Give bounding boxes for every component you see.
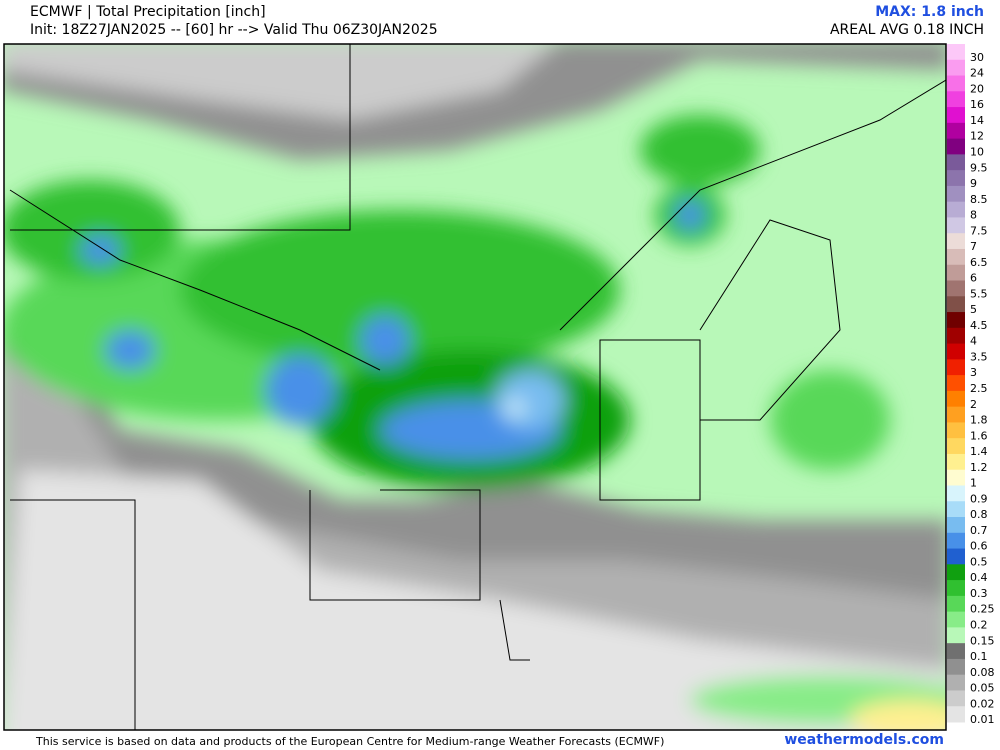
colorbar-label: 4 [970,335,977,348]
colorbar-label: 14 [970,114,984,127]
colorbar-swatch [947,107,965,124]
colorbar-label: 9.5 [970,161,988,174]
colorbar-swatch [947,91,965,108]
colorbar-label: 8 [970,209,977,222]
colorbar-swatch [947,264,965,282]
colorbar-swatch [947,75,965,92]
colorbar-swatch [947,185,965,203]
colorbar-swatch [947,138,965,155]
colorbar-swatch [947,44,965,61]
colorbar-label: 0.08 [970,666,995,679]
footer-disclaimer: This service is based on data and produc… [36,735,665,748]
colorbar-swatch [947,296,965,313]
colorbar-label: 0.5 [970,555,988,568]
colorbar-label: 0.3 [970,587,988,600]
colorbar-label: 2 [970,398,977,411]
colorbar-label: 0.05 [970,682,995,695]
colorbar-swatch [947,548,965,565]
precip-field [4,44,946,730]
colorbar-label: 30 [970,51,984,64]
colorbar-swatch [947,469,965,486]
colorbar-swatch [947,501,965,518]
colorbar-swatch [947,690,965,707]
colorbar-label: 5.5 [970,287,988,300]
colorbar-label: 0.2 [970,619,988,632]
subtitle: Init: 18Z27JAN2025 -- [60] hr --> Valid … [30,22,438,38]
colorbar-label: 0.25 [970,603,995,616]
colorbar-swatch [947,438,965,455]
colorbar-label: 0.4 [970,571,988,584]
colorbar-label: 1.4 [970,445,988,458]
colorbar-swatch [947,611,965,628]
colorbar-label: 4.5 [970,319,988,332]
map-frame [3,43,947,731]
colorbar-swatch [947,517,965,534]
colorbar-label: 0.8 [970,508,988,521]
footer-site: weathermodels.com [784,732,944,748]
colorbar-label: 5 [970,303,977,316]
colorbar-label: 1.8 [970,414,988,427]
colorbar-label: 0.01 [970,713,995,726]
colorbar-swatch [947,643,965,660]
colorbar-label: 9 [970,177,977,190]
colorbar-swatch [947,170,965,187]
colorbar-swatch [947,706,965,723]
colorbar-swatch [947,390,965,408]
colorbar-label: 3 [970,366,977,379]
colorbar-label: 1 [970,477,977,490]
colorbar-label: 0.15 [970,634,995,647]
colorbar-swatch [947,327,965,345]
colorbar-swatch [947,312,965,329]
colorbar-label: 20 [970,82,984,95]
colorbar-label: 0.7 [970,524,988,537]
colorbar-label: 24 [970,67,984,80]
colorbar-swatch [947,580,965,597]
colorbar: 302420161412109.598.587.576.565.554.543.… [947,44,995,726]
colorbar-label: 2.5 [970,382,988,395]
colorbar-swatch [947,280,965,297]
colorbar-swatch [947,627,965,644]
colorbar-swatch [947,59,965,77]
colorbar-swatch [947,406,965,423]
colorbar-label: 3.5 [970,350,988,363]
title: ECMWF | Total Precipitation [inch] [30,4,266,20]
colorbar-swatch [947,343,965,360]
colorbar-label: 6 [970,272,977,285]
colorbar-swatch [947,154,965,171]
colorbar-swatch [947,595,965,613]
colorbar-swatch [947,564,965,581]
colorbar-swatch [947,375,965,392]
colorbar-label: 7 [970,240,977,253]
colorbar-label: 6.5 [970,256,988,269]
colorbar-label: 1.2 [970,461,988,474]
colorbar-label: 0.02 [970,697,995,710]
colorbar-label: 0.6 [970,540,988,553]
colorbar-label: 7.5 [970,224,988,237]
colorbar-label: 8.5 [970,193,988,206]
max-label: MAX: 1.8 inch [875,4,984,20]
colorbar-swatch [947,453,965,471]
colorbar-swatch [947,422,965,439]
colorbar-swatch [947,201,965,218]
colorbar-swatch [947,122,965,140]
colorbar-label: 0.1 [970,650,988,663]
areal-avg-label: AREAL AVG 0.18 INCH [829,22,984,38]
colorbar-swatch [947,674,965,691]
colorbar-swatch [947,233,965,250]
colorbar-label: 10 [970,145,984,158]
colorbar-swatch [947,532,965,550]
colorbar-swatch [947,359,965,376]
colorbar-label: 12 [970,130,984,143]
colorbar-label: 16 [970,98,984,111]
colorbar-swatch [947,485,965,502]
colorbar-swatch [947,658,965,676]
colorbar-swatch [947,248,965,266]
boundaries [9,44,946,730]
colorbar-swatch [947,217,965,234]
colorbar-label: 1.6 [970,429,988,442]
colorbar-label: 0.9 [970,492,988,505]
